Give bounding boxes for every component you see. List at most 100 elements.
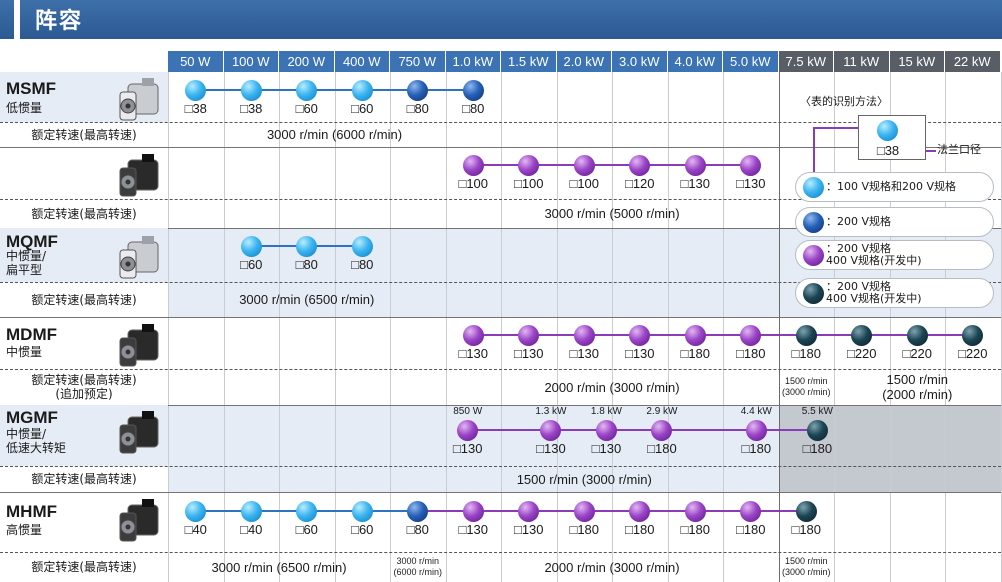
column-header-3: 400 W [334,51,390,72]
column-header-0: 50 W [168,51,224,72]
link-line [306,510,363,512]
column-divider [390,72,391,582]
page-title: 阵容 [35,9,84,34]
column-header-9: 4.0 kW [667,51,723,72]
spec-dot-blue [296,235,318,257]
link-line [251,510,307,512]
flange-size-label: □180 [680,346,711,361]
column-header-10: 5.0 kW [723,51,779,72]
row-dashed-separator [0,552,1001,553]
spec-dot-purple [518,324,540,346]
model-subtype: 中惯量/ 低速大转矩 [6,427,67,455]
column-divider [778,72,780,582]
flange-size-label: □120 [624,176,655,191]
model-subtype: 中惯量/ 扁平型 [6,249,47,277]
spec-dot-navy [462,79,484,101]
column-divider [667,72,669,582]
flange-size-label: □130 [591,441,622,456]
spec-dot-blue [351,500,373,522]
rated-speed-value: 3000 r/min (6500 r/min) [239,292,375,307]
flange-size-label: □180 [624,522,655,537]
power-rating-label: 5.5 kW [801,406,833,417]
link-line [584,164,640,166]
link-line [528,510,585,512]
motor-black-icon [112,495,164,549]
rated-speed-label: 额定转速(最高转速) [31,292,137,307]
rated-speed-value: 1500 r/min (2000 r/min) [882,372,953,402]
link-line [528,334,585,336]
model-name: MGMF [6,408,58,427]
column-divider [445,72,447,582]
motor-silver-icon [112,232,164,286]
link-line [550,429,607,431]
legend-callout-line [926,150,936,152]
column-divider [334,72,336,582]
spec-dot-dark [906,324,928,346]
power-rating-label: 1.8 kW [590,406,622,417]
flange-size-label: □130 [680,176,711,191]
power-rating-label: 4.4 kW [740,406,772,417]
link-line [750,510,807,512]
spec-dot-purple [573,324,595,346]
spec-dot-purple [684,324,706,346]
flange-size-label: □40 [184,522,207,537]
flange-size-label: □180 [680,522,711,537]
spec-dot-purple [595,419,617,441]
column-header-12: 11 kW [834,51,890,72]
row-separator [0,405,1001,406]
link-line [639,510,696,512]
motor-black-icon [112,150,164,204]
rated-speed-label: 额定转速(最高转速) [31,472,137,486]
flange-size-label: □180 [735,522,766,537]
flange-size-label: □60 [295,522,318,537]
link-line [695,334,751,336]
column-divider [168,72,169,582]
flange-size-label: □80 [295,257,318,272]
spec-dot-purple [573,500,595,522]
spec-dot-purple [629,154,651,176]
legend-item [795,240,994,270]
row-separator [0,492,1001,493]
legend-item [795,207,994,237]
link-line [251,245,307,247]
link-line [417,89,474,91]
model-subtype: 低惯量 [6,101,43,115]
spec-dot-blue [240,500,262,522]
column-header-6: 1.5 kW [501,51,557,72]
flange-size-label: □80 [462,101,485,116]
flange-size-label: □130 [458,346,489,361]
column-header-8: 3.0 kW [612,51,668,72]
link-line [362,510,418,512]
flange-size-label: □38 [240,101,263,116]
legend-item [795,172,994,202]
legend-connector [813,127,815,175]
link-line [473,510,529,512]
flange-size-label: □130 [458,522,489,537]
spec-dot-purple [462,500,484,522]
legend-dot-purple [803,244,824,266]
flange-size-label: □180 [791,346,822,361]
motor-black-icon [112,407,164,461]
rated-speed-value: 1500 r/min (3000 r/min) [516,471,652,487]
motor-black-icon [112,320,164,374]
flange-size-label: □180 [569,522,600,537]
link-line [917,334,973,336]
flange-size-label: □60 [240,257,263,272]
link-line [195,510,252,512]
rated-speed-label: 额定转速(最高转速) [31,560,137,574]
rated-speed-label: 额定转速(最高转速) (追加预定) [31,373,137,401]
flange-size-label: □38 [184,101,207,116]
legend-item-text: ：200 V规格 400 V规格(开发中) [826,280,922,305]
spec-dot-blue [351,79,373,101]
column-divider [945,72,946,582]
link-line [528,164,585,166]
link-line [362,89,418,91]
spec-dot-navy [407,79,429,101]
spec-dot-blue [185,500,207,522]
flange-size-label: □220 [957,346,988,361]
spec-dot-purple [740,324,762,346]
model-name: MDMF [6,325,57,344]
rated-speed-value: 2000 r/min (3000 r/min) [544,559,680,575]
spec-dot-purple [573,154,595,176]
power-rating-label: 850 W [453,406,483,417]
